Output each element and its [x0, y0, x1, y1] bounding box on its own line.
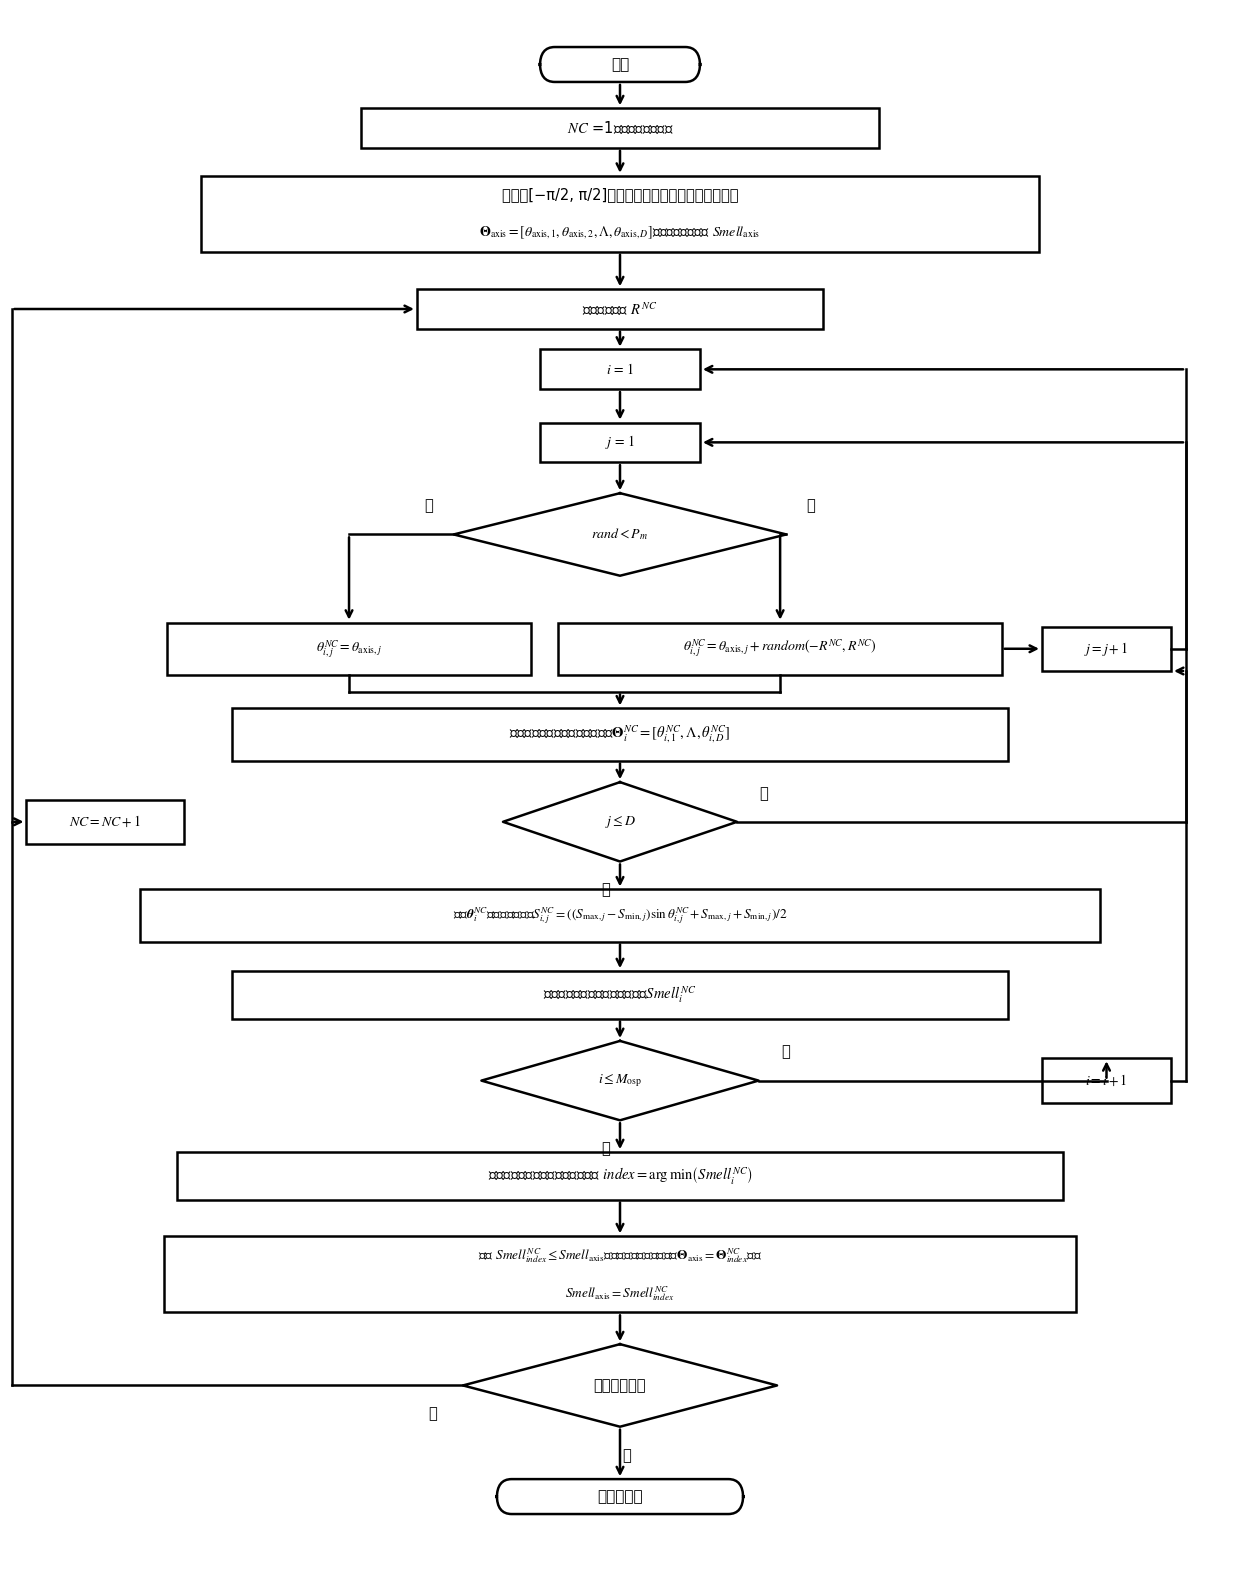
Text: 是: 是 [621, 1448, 630, 1464]
Text: 否: 否 [428, 1406, 436, 1422]
Text: $i\,=\,1$: $i\,=\,1$ [606, 362, 634, 377]
Bar [167, 622, 531, 675]
Bar [176, 1152, 1064, 1200]
Bar [1042, 1058, 1171, 1103]
Bar [232, 970, 1008, 1018]
FancyBboxPatch shape [539, 46, 701, 81]
Bar [26, 800, 184, 844]
Text: $NC$ =1，初始化算法参数: $NC$ =1，初始化算法参数 [567, 120, 673, 136]
Text: 否: 否 [601, 883, 610, 897]
Text: $\boldsymbol{\Theta}_{\rm axis}=[\theta_{{\rm axis},1},\theta_{{\rm axis},2},\La: $\boldsymbol{\Theta}_{\rm axis}=[\theta_… [480, 225, 760, 241]
Text: 计算味道浓度值（代价函数值）$\mathit{Smell}_i^{NC}$: 计算味道浓度值（代价函数值）$\mathit{Smell}_i^{NC}$ [543, 985, 697, 1005]
Bar [361, 109, 879, 148]
Text: 否: 否 [425, 498, 434, 514]
Bar [232, 709, 1008, 761]
Polygon shape [454, 493, 786, 576]
Text: 如果 $\mathit{Smell}_{\mathit{index}}^{NC}\leq\mathit{Smell}_{\rm axis}$，则更新果蝇群体的位: 如果 $\mathit{Smell}_{\mathit{index}}^{NC}… [477, 1246, 763, 1264]
FancyBboxPatch shape [497, 1479, 743, 1515]
Bar [539, 350, 701, 389]
Polygon shape [503, 782, 737, 862]
Text: 是: 是 [760, 785, 769, 801]
Bar [140, 889, 1100, 942]
Text: $j\leq D$: $j\leq D$ [605, 814, 635, 830]
Bar [164, 1237, 1076, 1312]
Text: $rand < P_m$: $rand < P_m$ [591, 527, 649, 543]
Text: 计算搜索半径 $R^{NC}$: 计算搜索半径 $R^{NC}$ [583, 300, 657, 318]
Text: $i=i+1$: $i=i+1$ [1085, 1073, 1127, 1088]
Text: $\theta_{i,j}^{NC}=\theta_{{\rm axis},j}$: $\theta_{i,j}^{NC}=\theta_{{\rm axis},j}… [316, 638, 382, 659]
Text: $\mathit{Smell}_{\rm axis}=\mathit{Smell}_{\mathit{index}}^{NC}$: $\mathit{Smell}_{\rm axis}=\mathit{Smell… [565, 1283, 675, 1302]
Text: 是: 是 [806, 498, 815, 514]
Polygon shape [463, 1344, 777, 1427]
Text: 嗅觉搜索得到的相位角位置记为$\boldsymbol{\Theta}_i^{NC}=[\theta_{i,1}^{NC},\Lambda,\theta_{i,D: 嗅觉搜索得到的相位角位置记为$\boldsymbol{\Theta}_i^{NC… [510, 723, 730, 745]
Bar [201, 176, 1039, 252]
Text: $NC=NC+1$: $NC=NC+1$ [69, 814, 141, 830]
Text: 计算$\boldsymbol{\theta}_i^{NC}$味道浓度判定值$S_{i,j}^{NC}=((S_{{\max},j}-S_{{\min},j})\: 计算$\boldsymbol{\theta}_i^{NC}$味道浓度判定值$S_… [453, 905, 787, 926]
Bar [1042, 627, 1171, 670]
Text: 结束并输出: 结束并输出 [598, 1489, 642, 1503]
Text: $i\leq M_{\rm osp}$: $i\leq M_{\rm osp}$ [598, 1073, 642, 1088]
Bar [417, 289, 823, 329]
Text: 否: 否 [601, 1141, 610, 1157]
Text: 满足终止条件: 满足终止条件 [594, 1377, 646, 1393]
Text: $j=j+1$: $j=j+1$ [1085, 640, 1128, 658]
Polygon shape [481, 1041, 759, 1120]
Text: 在区间[−π/2, π/2]内随机生成果蝇的初始相位角矢量: 在区间[−π/2, π/2]内随机生成果蝇的初始相位角矢量 [502, 187, 738, 203]
Text: 开始: 开始 [611, 57, 629, 72]
Bar [539, 423, 701, 463]
Text: 是: 是 [781, 1044, 790, 1060]
Text: 选择具有最小浓度值的相位角位置 $\mathit{index}=\arg\min\left(\mathit{Smell}_i^{NC}\right)$: 选择具有最小浓度值的相位角位置 $\mathit{index}=\arg\min… [487, 1165, 753, 1186]
Text: $\theta_{i,j}^{NC}=\theta_{{\rm axis},j}+random(-R^{NC},R^{NC})$: $\theta_{i,j}^{NC}=\theta_{{\rm axis},j}… [683, 638, 877, 659]
Text: $j\,=\,1$: $j\,=\,1$ [605, 434, 635, 452]
Bar [558, 622, 1002, 675]
